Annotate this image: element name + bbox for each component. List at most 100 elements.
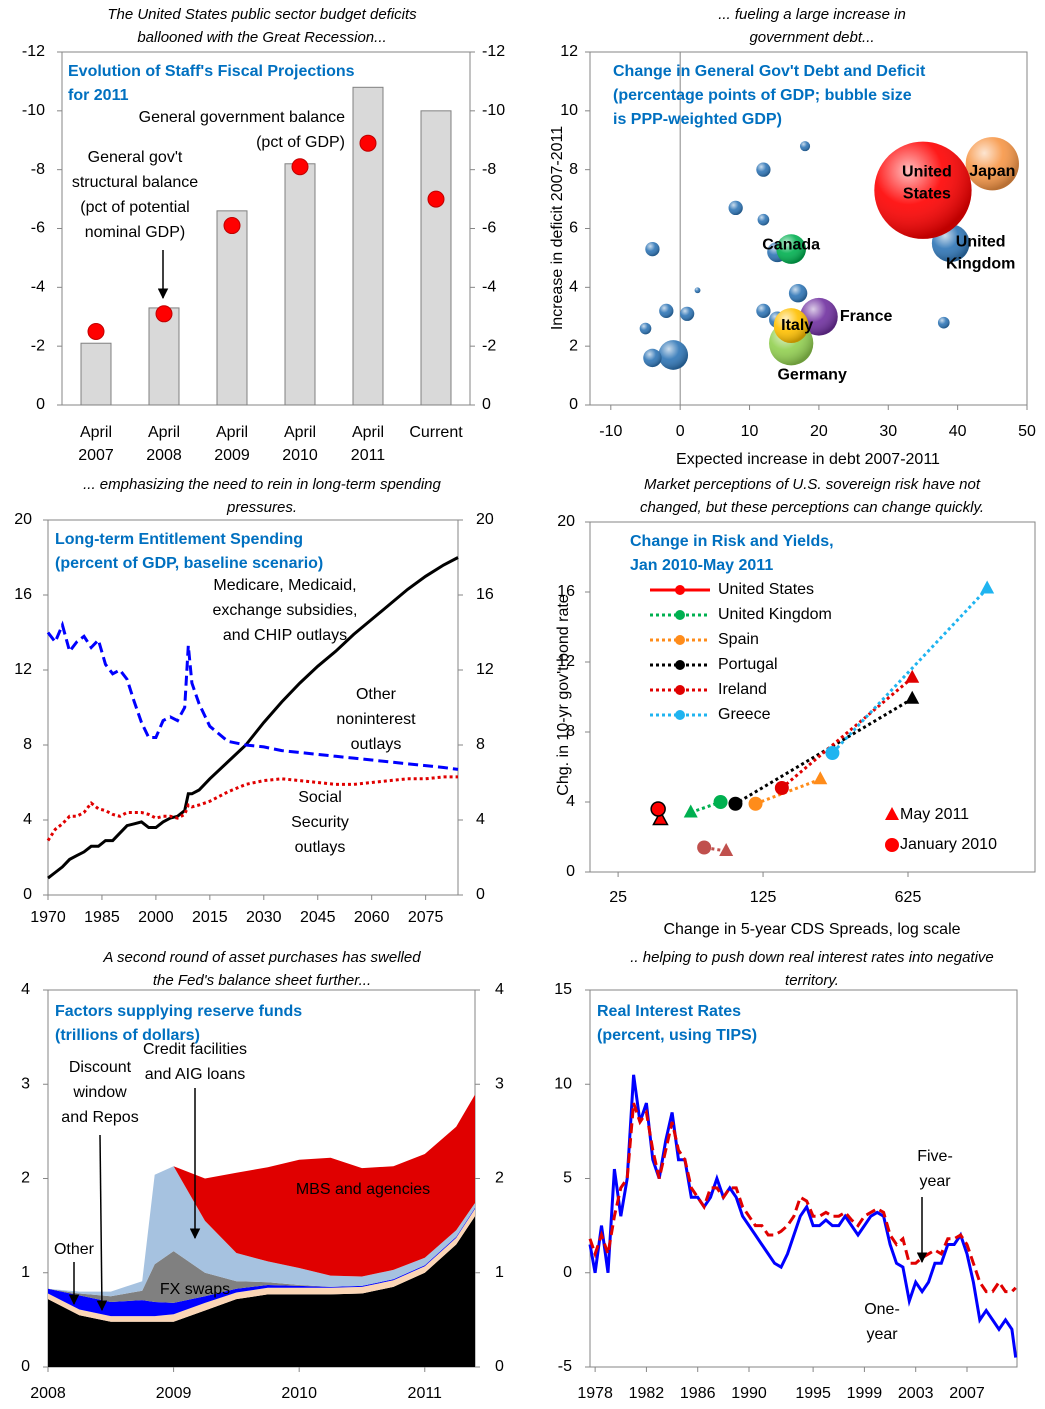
bubble-shine — [728, 200, 743, 216]
panel-title: (percentage points of GDP; bubble size — [613, 87, 912, 104]
caption: pressures. — [226, 499, 297, 516]
x-tick-label: Current — [409, 424, 463, 441]
x-tick-label: 1986 — [680, 1385, 716, 1402]
y-tick-label: 0 — [21, 1358, 30, 1375]
series-label: outlays — [295, 839, 346, 856]
line — [46, 620, 459, 771]
y-tick-label: 15 — [554, 981, 572, 998]
legend-marker — [675, 585, 685, 595]
y-tick-label: 16 — [14, 586, 32, 603]
series-label: year — [919, 1173, 951, 1190]
series-label: and AIG loans — [145, 1066, 246, 1083]
bubble-shine — [694, 287, 701, 294]
series-label: Treasury securities — [321, 1338, 456, 1355]
legend-marker — [885, 807, 899, 820]
y-tick-label: 4 — [569, 279, 578, 296]
line — [46, 775, 458, 842]
bubble-shine — [643, 348, 662, 368]
plot-frame — [47, 519, 459, 896]
x-tick-label: 2011 — [408, 1385, 443, 1402]
point — [774, 781, 789, 795]
area — [48, 1094, 475, 1292]
y-tick-label: -12 — [22, 43, 45, 60]
series-label: exchange subsidies, — [213, 602, 358, 619]
legend-marker — [675, 635, 685, 645]
bar — [284, 163, 316, 406]
series-label: (pct of GDP) — [256, 134, 345, 151]
bubble-label: United — [902, 163, 952, 180]
x-tick-label: 2010 — [282, 447, 318, 464]
bubble-shine — [659, 303, 674, 318]
y-tick-label: 5 — [563, 1170, 572, 1187]
series-label: Other — [356, 686, 397, 703]
x-tick-label: 1970 — [30, 909, 66, 926]
y-tick-label: 0 — [563, 1264, 572, 1281]
caption: ... fueling a large increase in — [718, 6, 906, 23]
point — [905, 669, 920, 683]
series-label: window — [72, 1084, 127, 1101]
x-tick-label: 1978 — [577, 1385, 613, 1402]
panels: The United States public sector budget d… — [14, 6, 1036, 1402]
y-tick-label: 12 — [557, 653, 575, 670]
y-tick-label: -4 — [31, 279, 45, 296]
bubble-label: Italy — [781, 317, 813, 334]
x-tick-label: April — [352, 424, 384, 441]
bubble-shine — [799, 141, 811, 152]
x-tick-label: 1999 — [847, 1385, 883, 1402]
panel-title: Change in Risk and Yields, — [630, 533, 834, 550]
legend-label: United Kingdom — [718, 606, 832, 623]
x-axis-label: Change in 5-year CDS Spreads, log scale — [663, 921, 960, 938]
x-tick-label: 2045 — [300, 909, 336, 926]
x-tick-label: 50 — [1018, 423, 1036, 440]
line — [588, 1102, 1017, 1294]
panel-title: Factors supplying reserve funds — [55, 1003, 302, 1020]
y-axis-label: Increase in deficit 2007-2011 — [549, 126, 566, 330]
point — [719, 843, 734, 856]
y-tick-label: -2 — [31, 337, 45, 354]
legend-label: January 2010 — [900, 836, 997, 853]
y-tick-label: 1 — [21, 1264, 30, 1281]
y-tick-label: 2 — [569, 337, 578, 354]
bubble-label: United — [956, 233, 1006, 250]
x-tick-label: 1990 — [731, 1385, 767, 1402]
y-tick-label: 3 — [21, 1075, 30, 1092]
bubble-shine — [756, 303, 771, 318]
y-tick-label: 10 — [554, 1075, 572, 1092]
y2-tick-label: 3 — [495, 1075, 504, 1092]
x-tick-label: -10 — [599, 423, 622, 440]
panel-title: Change in General Gov't Debt and Deficit — [613, 63, 926, 80]
bubble-shine — [757, 213, 770, 226]
bubble-label: Japan — [969, 163, 1015, 180]
bubble-shine — [800, 297, 838, 336]
series-label: and CHIP outlays — [223, 627, 347, 644]
y2-tick-label: 16 — [476, 586, 494, 603]
bubble-label: States — [903, 185, 951, 202]
y-tick-label: 2 — [21, 1170, 30, 1187]
x-tick-label: 1985 — [84, 909, 120, 926]
y-tick-label: 8 — [23, 736, 32, 753]
y-tick-label: 6 — [569, 220, 578, 237]
point — [825, 746, 840, 760]
connector — [831, 587, 989, 755]
series-label: Five- — [917, 1148, 953, 1165]
panel-title: for 2011 — [68, 87, 129, 104]
x-tick-label: 2015 — [192, 909, 228, 926]
y2-tick-label: 4 — [476, 811, 485, 828]
y-tick-label: 0 — [569, 396, 578, 413]
y-tick-label: 20 — [14, 511, 32, 528]
y-tick-label: -5 — [558, 1358, 572, 1375]
bubble-label: Germany — [777, 366, 846, 383]
y-tick-label: 0 — [23, 886, 32, 903]
area — [48, 1216, 475, 1367]
dot — [223, 217, 241, 235]
series-label: General government balance — [139, 109, 345, 126]
y2-tick-label: -4 — [482, 279, 496, 296]
bubble-label: Kingdom — [946, 255, 1015, 272]
x-axis-label: Expected increase in debt 2007-2011 — [676, 451, 940, 468]
legend-label: May 2011 — [900, 806, 969, 823]
point — [652, 809, 669, 826]
y-tick-label: 8 — [569, 161, 578, 178]
legend-label: Portugal — [718, 656, 778, 673]
x-tick-label: 2011 — [351, 447, 386, 464]
x-tick-label: 2010 — [281, 1385, 317, 1402]
